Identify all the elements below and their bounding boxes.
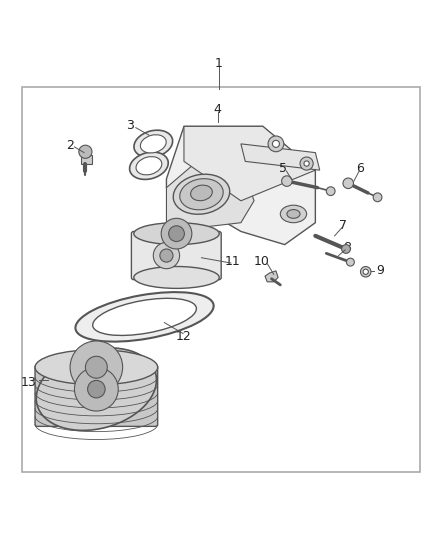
Circle shape	[74, 367, 118, 411]
Ellipse shape	[134, 223, 219, 245]
Ellipse shape	[134, 130, 173, 158]
Circle shape	[326, 187, 335, 196]
Circle shape	[300, 157, 313, 170]
Ellipse shape	[36, 348, 156, 430]
Ellipse shape	[134, 266, 219, 288]
Circle shape	[272, 140, 279, 147]
Circle shape	[268, 136, 284, 152]
Text: 4: 4	[214, 103, 222, 116]
Circle shape	[153, 243, 180, 269]
FancyBboxPatch shape	[131, 231, 221, 280]
Ellipse shape	[191, 185, 212, 201]
Text: 11: 11	[224, 255, 240, 268]
Circle shape	[343, 178, 353, 189]
Ellipse shape	[141, 135, 166, 153]
Polygon shape	[166, 161, 254, 231]
Circle shape	[70, 341, 123, 393]
Text: 12: 12	[175, 330, 191, 343]
Text: 2: 2	[66, 139, 74, 152]
Polygon shape	[241, 144, 320, 170]
Ellipse shape	[75, 292, 214, 342]
Circle shape	[169, 226, 184, 241]
Circle shape	[342, 245, 350, 253]
Text: 5: 5	[279, 163, 287, 175]
Ellipse shape	[287, 209, 300, 219]
Circle shape	[304, 161, 309, 166]
Circle shape	[88, 381, 105, 398]
Circle shape	[346, 258, 354, 266]
Text: 1: 1	[215, 57, 223, 70]
FancyBboxPatch shape	[35, 365, 158, 426]
Text: 8: 8	[343, 241, 351, 254]
Circle shape	[282, 176, 292, 187]
Ellipse shape	[180, 179, 223, 210]
Ellipse shape	[130, 152, 168, 180]
Circle shape	[79, 145, 92, 158]
Polygon shape	[265, 271, 278, 282]
Circle shape	[85, 356, 107, 378]
Polygon shape	[166, 126, 315, 245]
Text: 9: 9	[377, 264, 385, 277]
Ellipse shape	[136, 157, 162, 175]
Circle shape	[160, 249, 173, 262]
Circle shape	[360, 266, 371, 277]
Polygon shape	[81, 155, 92, 164]
FancyBboxPatch shape	[22, 87, 420, 472]
Text: 10: 10	[254, 255, 270, 268]
Ellipse shape	[280, 205, 307, 223]
Circle shape	[161, 219, 192, 249]
Polygon shape	[184, 126, 315, 201]
Ellipse shape	[35, 350, 158, 385]
Text: 13: 13	[21, 376, 36, 389]
Ellipse shape	[173, 174, 230, 214]
Text: 6: 6	[356, 163, 364, 175]
Circle shape	[363, 269, 368, 274]
Text: 3: 3	[126, 119, 134, 132]
Text: 7: 7	[339, 219, 346, 232]
Circle shape	[373, 193, 382, 201]
Ellipse shape	[93, 298, 196, 335]
